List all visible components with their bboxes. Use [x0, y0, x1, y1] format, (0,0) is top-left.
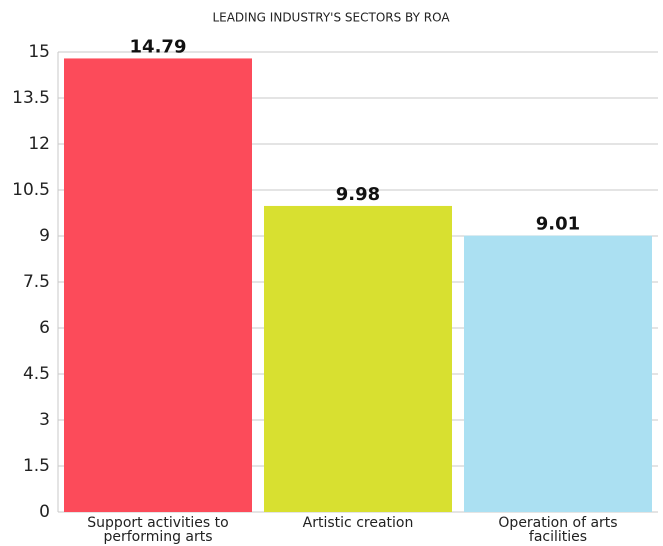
y-tick-label: 6 [39, 318, 50, 338]
y-tick-label: 9 [39, 226, 50, 246]
bar [64, 58, 252, 512]
y-tick-label: 15 [28, 42, 50, 62]
y-tick-label: 0 [39, 502, 50, 522]
value-label: 9.98 [336, 184, 380, 205]
x-tick-label: Artistic creation [302, 515, 414, 531]
y-tick-label: 10.5 [12, 180, 50, 200]
bar [264, 205, 452, 513]
x-tick-label: Support activities to performing arts [87, 515, 229, 545]
y-tick-label: 4.5 [23, 364, 50, 384]
value-label: 14.79 [130, 36, 187, 57]
y-tick-label: 7.5 [23, 272, 50, 292]
value-label: 9.01 [536, 214, 580, 235]
chart-title: LEADING INDUSTRY'S SECTORS BY ROA [212, 11, 450, 25]
bar [464, 235, 652, 512]
y-tick-label: 12 [28, 134, 50, 154]
x-tick-label: Operation of arts facilities [498, 515, 618, 545]
y-tick-label: 3 [39, 410, 50, 430]
y-tick-label: 1.5 [23, 456, 50, 476]
y-tick-label: 13.5 [12, 88, 50, 108]
